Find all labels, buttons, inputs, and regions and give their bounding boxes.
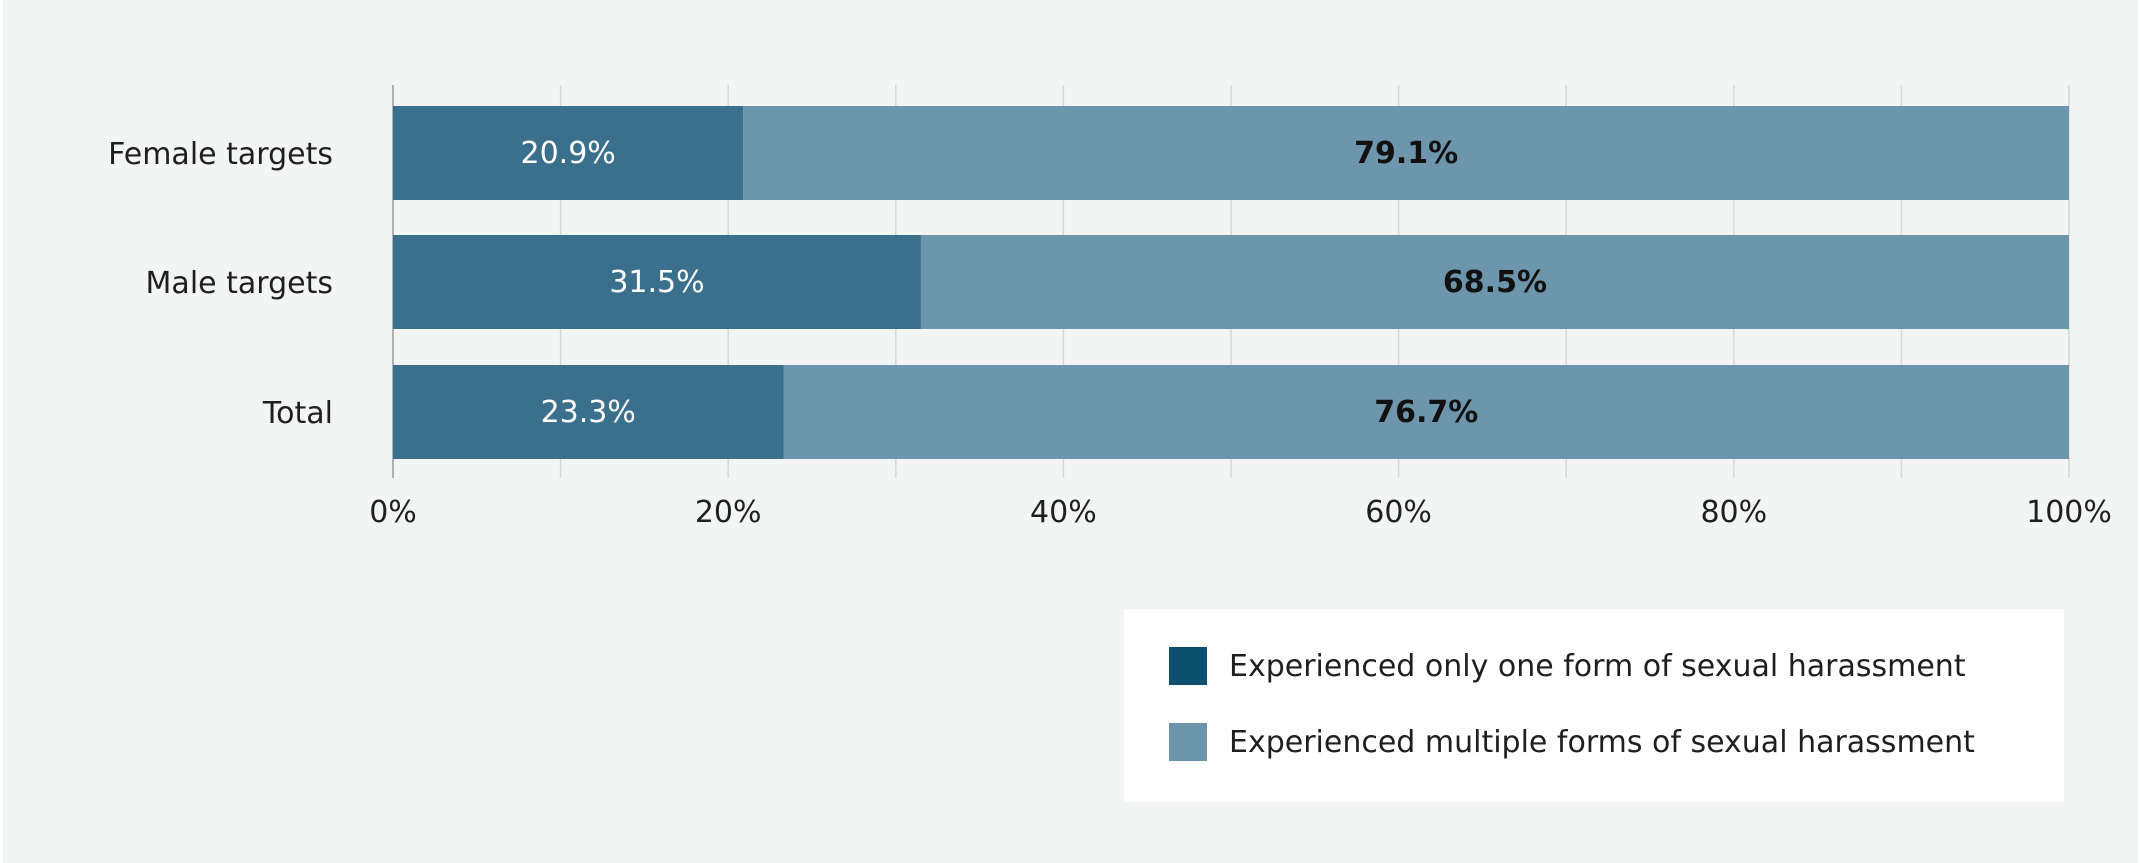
- bar-segment-one-form: [393, 235, 921, 329]
- stacked-bar-chart: 0% 20% 40% 60% 80% 100% Female targets 20.9% 79.…: [108, 85, 2112, 530]
- bar-segment-multiple-forms: [743, 106, 2070, 200]
- data-label: 20.9%: [520, 136, 615, 171]
- legend-swatch-multiple-forms: [1169, 723, 1207, 761]
- bar-segment-multiple-forms: [783, 365, 2069, 459]
- x-tick-label: 80%: [1700, 495, 1767, 530]
- chart-panel: 0% 20% 40% 60% 80% 100% Female targets 20.9% 79.…: [3, 0, 2138, 863]
- legend-label-multiple-forms: Experienced multiple forms of sexual har…: [1229, 724, 1975, 760]
- legend-label-one-form: Experienced only one form of sexual hara…: [1229, 648, 1966, 684]
- labels: 0% 20% 40% 60% 80% 100% Female targets 20.9% 79.…: [108, 136, 2112, 530]
- x-tick-label: 20%: [695, 495, 762, 530]
- bar-segment-multiple-forms: [920, 235, 2070, 329]
- x-tick-label: 60%: [1365, 495, 1432, 530]
- category-label: Total: [262, 396, 333, 431]
- legend-item-multiple-forms: Experienced multiple forms of sexual har…: [1169, 722, 1975, 762]
- bar-segment-one-form: [393, 365, 784, 459]
- data-label: 68.5%: [1443, 265, 1547, 300]
- x-tick-label: 100%: [2026, 495, 2112, 530]
- legend-swatch-one-form: [1169, 647, 1207, 685]
- bar-segment-one-form: [393, 106, 744, 200]
- category-label: Male targets: [146, 266, 333, 301]
- category-label: Female targets: [108, 137, 333, 172]
- data-label: 23.3%: [541, 395, 636, 430]
- data-label: 76.7%: [1374, 395, 1478, 430]
- bars: [393, 106, 2070, 459]
- legend-item-one-form: Experienced only one form of sexual hara…: [1169, 646, 1966, 686]
- x-tick-label: 0%: [369, 495, 417, 530]
- data-label: 79.1%: [1354, 136, 1458, 171]
- legend: Experienced only one form of sexual hara…: [1124, 609, 2064, 802]
- x-tick-label: 40%: [1030, 495, 1097, 530]
- data-label: 31.5%: [609, 265, 704, 300]
